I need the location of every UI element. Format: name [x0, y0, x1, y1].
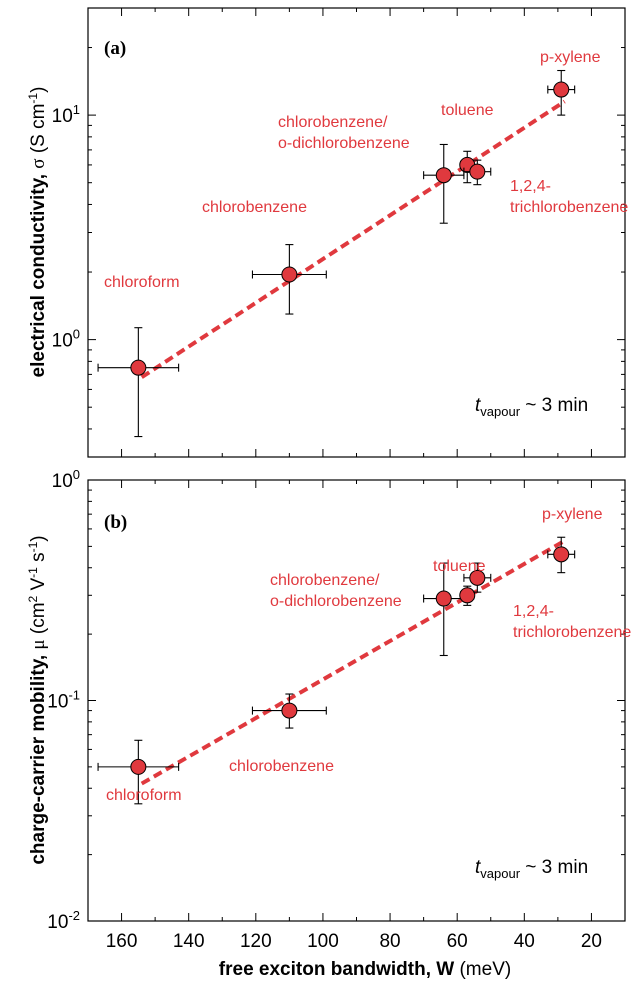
data-marker	[459, 587, 476, 604]
y-tick-label: 101	[52, 102, 80, 127]
label-tcb-a-line2: trichlorobenzene	[510, 199, 628, 216]
y-tick-label: 10-1	[47, 688, 80, 713]
data-marker	[435, 590, 452, 607]
tvapour-annotation-a: tvapour ~ 3 min	[475, 395, 588, 419]
data-marker	[435, 167, 452, 184]
data-point	[459, 585, 476, 606]
data-point	[97, 327, 180, 438]
label-toluene-a: toluene	[441, 102, 494, 119]
label-chlorobenzene-a: chlorobenzene	[202, 199, 307, 216]
data-marker	[469, 569, 486, 586]
data-marker	[281, 266, 298, 283]
label-pxylene-b: p-xylene	[542, 506, 603, 523]
data-marker	[553, 81, 570, 98]
label-chlorobenzene-b: chlorobenzene	[229, 758, 334, 775]
points-b	[97, 536, 576, 805]
x-tick-label: 40	[514, 931, 535, 952]
data-point	[547, 69, 576, 116]
panel-label-b: (b)	[104, 512, 127, 533]
data-point	[251, 693, 327, 729]
data-marker	[130, 758, 147, 775]
panel-b: (b) 160 140 120 100 80 60 40 20 10-2 10-1 100 char…	[26, 467, 631, 952]
fit-line-b	[140, 539, 566, 786]
label-cb-odcb-b-line1: chlorobenzene/	[270, 572, 380, 589]
label-toluene-b: toluene	[433, 558, 486, 575]
plot-frame-a	[87, 7, 626, 458]
ticks-b: 160 140 120 100 80 60 40 20 10-2 10-1 100	[47, 467, 626, 952]
label-tcb-a-line1: 1,2,4-	[510, 178, 551, 195]
panel-a: (a) 100 101 electrical conductivity, σ (S…	[26, 7, 628, 458]
data-point	[423, 143, 465, 224]
data-marker	[469, 163, 486, 180]
y-axis-label-b: charge-carrier mobility, μ (cm2 V-1 s-1)	[26, 535, 49, 864]
label-tcb-b-line2: trichlorobenzene	[513, 624, 631, 641]
label-tcb-b-line1: 1,2,4-	[513, 603, 554, 620]
data-marker	[281, 702, 298, 719]
data-point	[463, 159, 492, 186]
data-marker	[553, 546, 570, 563]
data-point	[463, 562, 492, 593]
x-tick-label: 120	[240, 931, 272, 952]
fit-line	[140, 99, 566, 379]
x-tick-label: 20	[581, 931, 602, 952]
label-cb-odcb-b-line2: o-dichlorobenzene	[270, 593, 402, 610]
plot-frame-b	[87, 479, 626, 922]
x-tick-label: 80	[379, 931, 400, 952]
data-point	[97, 739, 180, 805]
label-chloroform-a: chloroform	[104, 274, 180, 291]
label-cb-odcb-a-line2: o-dichlorobenzene	[278, 135, 410, 152]
data-marker	[130, 359, 147, 376]
fit-line-a	[140, 99, 566, 379]
x-tick-label: 100	[307, 931, 339, 952]
ticks-a: 100 101	[52, 7, 626, 458]
points-a	[97, 69, 576, 438]
y-axis-label-a: electrical conductivity, σ (S cm-1)	[26, 87, 49, 378]
data-point	[423, 562, 465, 657]
label-chloroform-b: chloroform	[106, 787, 182, 804]
x-axis-label: free exciton bandwidth, W (meV)	[219, 959, 511, 980]
fit-line	[140, 539, 566, 786]
x-tick-label: 160	[106, 931, 138, 952]
y-tick-label: 100	[52, 467, 80, 492]
panel-label-a: (a)	[104, 38, 126, 59]
x-tick-label: 140	[173, 931, 205, 952]
x-tick-label: 60	[447, 931, 468, 952]
data-point	[547, 536, 576, 574]
data-point	[251, 244, 327, 315]
label-pxylene-a: p-xylene	[540, 49, 601, 66]
y-tick-label: 100	[52, 327, 80, 352]
tvapour-annotation-b: tvapour ~ 3 min	[475, 857, 588, 881]
y-tick-label: 10-2	[47, 908, 80, 933]
label-cb-odcb-a-line1: chlorobenzene/	[278, 114, 388, 131]
